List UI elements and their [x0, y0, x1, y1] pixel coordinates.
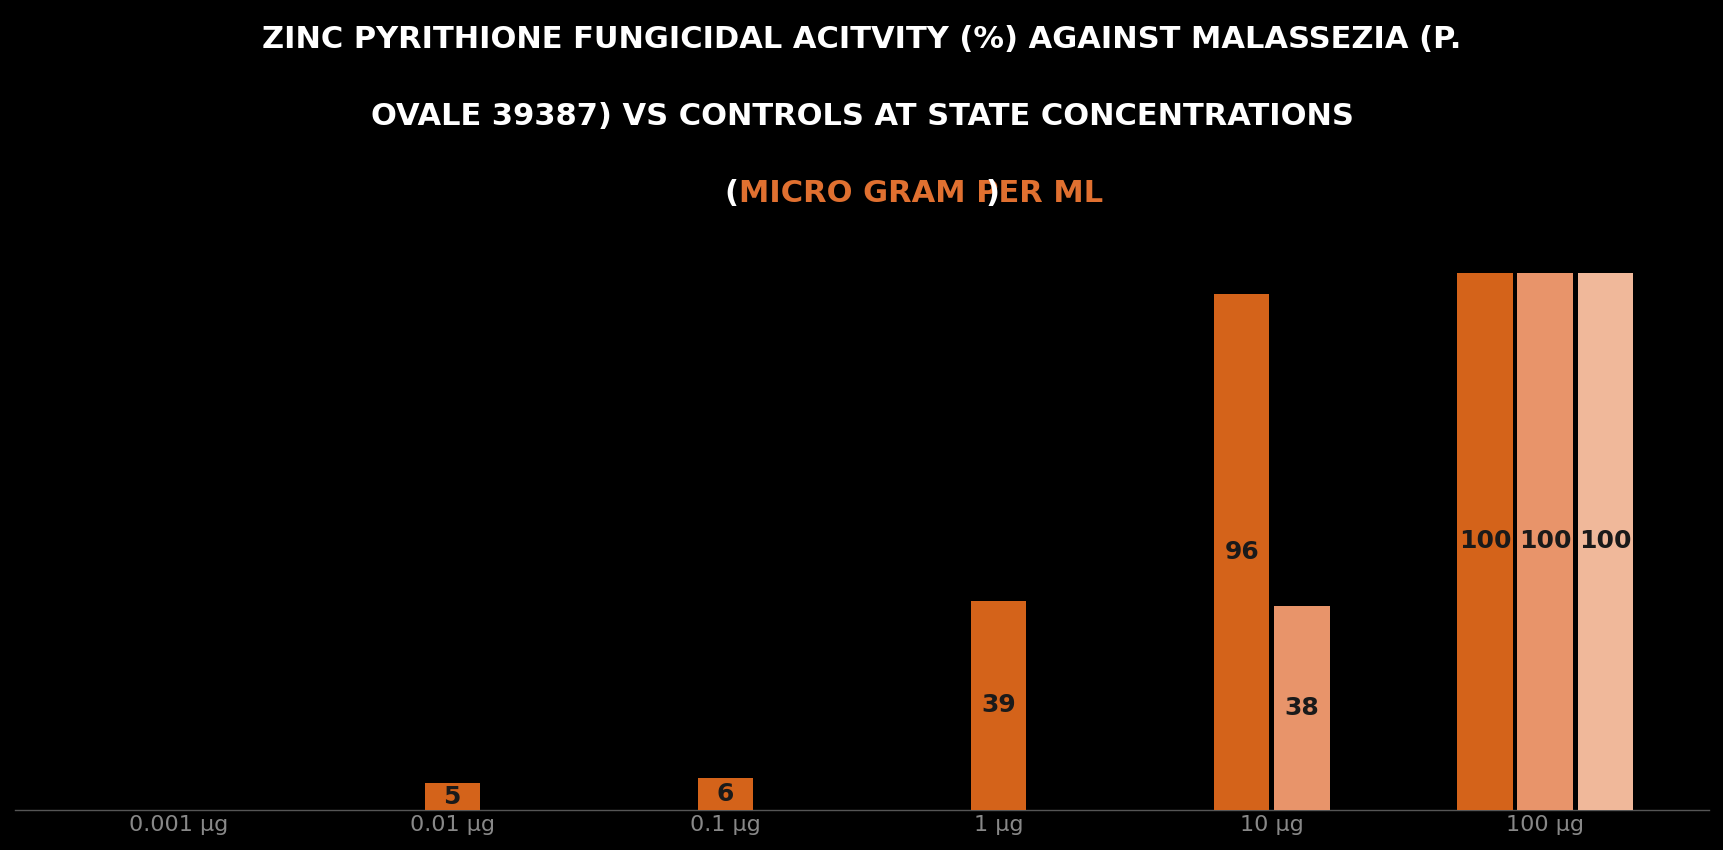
Bar	[1213, 294, 1268, 810]
Bar	[970, 601, 1025, 810]
Bar	[698, 778, 753, 810]
Text: 96: 96	[1223, 541, 1258, 564]
Text: (: (	[724, 178, 737, 207]
Bar	[1516, 273, 1571, 810]
Text: 5: 5	[443, 785, 460, 808]
Bar	[1273, 606, 1328, 810]
Text: OVALE 39387) VS CONTROLS AT STATE CONCENTRATIONS: OVALE 39387) VS CONTROLS AT STATE CONCEN…	[370, 102, 1353, 131]
Text: 38: 38	[1284, 696, 1318, 720]
Bar	[1456, 273, 1511, 810]
Text: ): )	[984, 178, 999, 207]
Bar	[424, 783, 479, 810]
Text: 6: 6	[717, 782, 734, 806]
Text: ZINC PYRITHIONE FUNGICIDAL ACITVITY (%) AGAINST MALASSEZIA (P.: ZINC PYRITHIONE FUNGICIDAL ACITVITY (%) …	[262, 26, 1461, 54]
Bar	[1577, 273, 1632, 810]
Text: MICRO GRAM PER ML: MICRO GRAM PER ML	[739, 178, 1103, 207]
Text: 39: 39	[980, 694, 1015, 717]
Text: 100: 100	[1578, 530, 1630, 553]
Text: 100: 100	[1518, 530, 1570, 553]
Text: 100: 100	[1458, 530, 1511, 553]
